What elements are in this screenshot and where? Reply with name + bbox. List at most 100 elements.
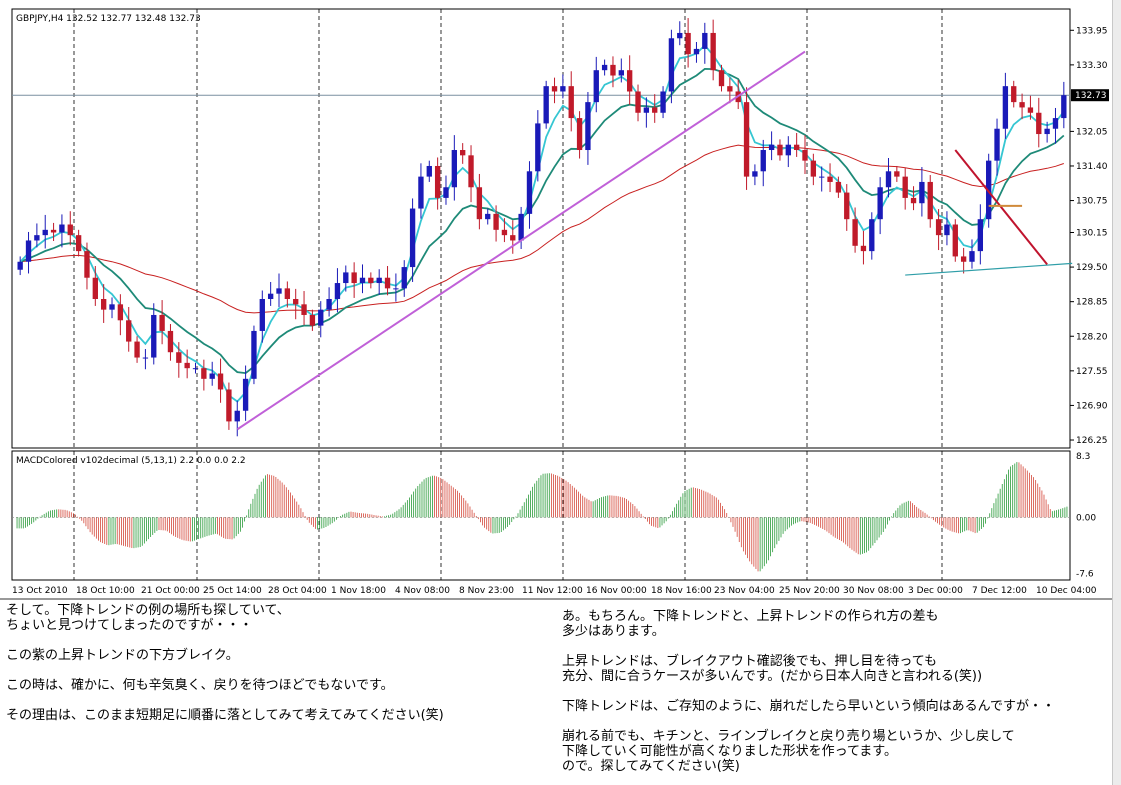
candle-body — [142, 357, 149, 359]
candle-body — [643, 107, 650, 113]
candle-body — [919, 181, 925, 204]
comment-line: この紫の上昇トレンドの下方ブレイク。 — [6, 648, 239, 663]
comment-line: 多少はあります。 — [562, 624, 665, 639]
comment-line: ちょいと見つけてしまったのですが・・・ — [6, 618, 253, 633]
current-price-box — [1071, 89, 1109, 102]
candle-body — [351, 272, 357, 284]
candle-body — [944, 224, 950, 236]
candle-body — [986, 160, 992, 220]
candle-body — [635, 91, 641, 113]
candle-body — [844, 192, 850, 220]
macd-tick-label: -7.6 — [1076, 569, 1094, 579]
date-label: 11 Nov 12:00 — [522, 586, 583, 596]
candle-body — [67, 224, 73, 236]
candle-body — [860, 245, 867, 252]
candle-body — [1052, 118, 1059, 129]
candle-body — [743, 102, 750, 177]
candle-body — [718, 70, 725, 87]
candle-body — [209, 373, 215, 379]
candle-body — [535, 123, 541, 172]
date-label: 8 Nov 23:00 — [459, 586, 514, 596]
candle-body — [42, 229, 48, 236]
candle-body — [167, 330, 174, 353]
candle-body — [1036, 112, 1042, 135]
candle-body — [969, 251, 975, 262]
candle-body — [710, 32, 716, 71]
candle-body — [109, 304, 115, 310]
ma-mid-line — [19, 67, 1065, 375]
comment-line: 上昇トレンドは、ブレイクアウト確認後でも、押し目を待っても — [562, 654, 938, 669]
candle-body — [877, 187, 883, 220]
candle-body — [359, 277, 366, 284]
candle-body — [393, 288, 399, 290]
candle-body — [568, 86, 574, 119]
date-label: 16 Nov 00:00 — [586, 586, 647, 596]
candle-body — [334, 283, 341, 300]
candle-body — [693, 48, 700, 55]
date-label: 10 Dec 04:00 — [1036, 586, 1097, 596]
candle-body — [151, 314, 157, 358]
candle-body — [585, 102, 591, 151]
current-price-label: 132.73 — [1075, 91, 1107, 101]
chart-header: GBPJPY,H4 132.52 132.77 132.48 132.73 — [16, 14, 201, 24]
candle-body — [810, 160, 817, 177]
trendline — [236, 50, 806, 431]
candle-body — [34, 235, 40, 241]
candle-body — [793, 144, 800, 151]
candle-body — [1019, 102, 1025, 108]
candle-body — [952, 224, 958, 257]
candle-body — [84, 251, 90, 278]
price-tick-label: 126.25 — [1076, 436, 1108, 446]
candle-body — [935, 219, 942, 236]
comment-line: ので。探してみてください(笑) — [562, 759, 740, 774]
candle-body — [134, 341, 140, 358]
candle-body — [318, 309, 324, 326]
date-label: 18 Nov 16:00 — [651, 586, 712, 596]
candle-body — [852, 219, 858, 246]
candle-body — [451, 150, 458, 188]
candle-body — [660, 91, 666, 113]
price-tick-label: 130.15 — [1076, 228, 1108, 238]
candle-body — [593, 70, 599, 103]
candle-body — [885, 171, 892, 188]
candle-body — [543, 86, 549, 124]
candle-body — [159, 314, 165, 331]
candle-body — [409, 208, 416, 268]
comment-line: その理由は、このまま短期足に順番に落としてみて考えてみてください(笑) — [6, 708, 444, 723]
candle-body — [468, 155, 474, 188]
price-tick-label: 128.85 — [1076, 298, 1108, 308]
candle-body — [368, 277, 374, 284]
candle-body — [326, 299, 332, 310]
candle-body — [251, 330, 257, 379]
candle-body — [75, 235, 82, 252]
candle-body — [510, 235, 516, 241]
candle-body — [17, 261, 23, 270]
price-tick-label: 129.50 — [1076, 263, 1108, 273]
candle-body — [276, 288, 282, 294]
comment-line: そして。下降トレンドの例の場所も探していて、 — [6, 603, 290, 618]
candle-body — [401, 267, 407, 289]
trendline — [954, 149, 1048, 266]
candle-body — [752, 171, 758, 177]
date-label: 30 Nov 08:00 — [843, 586, 904, 596]
vertical-scrollbar[interactable] — [1112, 0, 1121, 785]
candle-body — [460, 150, 466, 156]
candle-body — [176, 352, 182, 363]
candle-body — [618, 70, 624, 76]
candle-body — [1044, 128, 1050, 135]
date-label: 13 Oct 2010 — [12, 586, 68, 596]
candle-body — [977, 219, 984, 252]
candle-body — [443, 187, 449, 198]
candle-body — [626, 70, 633, 92]
price-chart[interactable]: 133.95 133.30 132.05 131.40 130.75 130.15 129.… — [0, 0, 1113, 600]
candle-body — [293, 299, 299, 305]
date-label: 23 Nov 04:00 — [714, 586, 775, 596]
candle-body — [927, 181, 933, 220]
candle-body — [284, 288, 291, 300]
date-label: 7 Dec 12:00 — [972, 586, 1027, 596]
candle-body — [267, 293, 274, 300]
comment-line: 充分、間に合うケースが多いんです。(だから日本人向きと言われる(笑)) — [562, 669, 983, 684]
candle-body — [309, 314, 316, 326]
candle-body — [551, 86, 558, 92]
date-label: 21 Oct 00:00 — [141, 586, 200, 596]
